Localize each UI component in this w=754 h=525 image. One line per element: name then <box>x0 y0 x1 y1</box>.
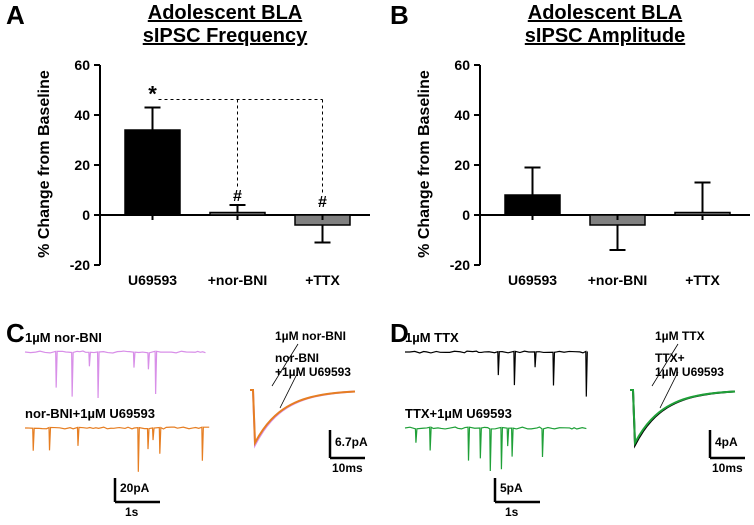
chart-amplitude: -20 0 20 40 60 U69593 +nor-BNI +TTX <box>435 55 754 305</box>
svg-text:5pA: 5pA <box>500 481 523 495</box>
svg-text:1µM TTX: 1µM TTX <box>655 329 705 343</box>
ylabel-a: % Change from Baseline <box>36 64 54 264</box>
svg-text:+TTX: +TTX <box>305 272 340 288</box>
panel-b-title: Adolescent BLA sIPSC Amplitude <box>490 2 720 48</box>
svg-text:6.7pA: 6.7pA <box>335 435 368 449</box>
svg-text:*: * <box>148 82 157 107</box>
svg-text:#: # <box>318 194 327 211</box>
traces-c: 1µM nor-BNI nor-BNI+1µM U69593 20pA 1s 1µM n… <box>20 320 390 520</box>
svg-text:60: 60 <box>454 57 470 73</box>
svg-text:20: 20 <box>454 157 470 173</box>
ylabel-b: % Change from Baseline <box>416 64 434 264</box>
svg-text:1µM TTX: 1µM TTX <box>405 330 459 345</box>
svg-text:1s: 1s <box>505 505 519 519</box>
traces-d: 1µM TTX TTX+1µM U69593 5pA 1s 1µM TTX TTX+1µM… <box>400 320 754 520</box>
svg-text:-20: -20 <box>70 257 90 273</box>
svg-text:-20: -20 <box>450 257 470 273</box>
svg-text:20pA: 20pA <box>120 481 150 495</box>
svg-text:+1µM U69593: +1µM U69593 <box>275 365 351 379</box>
svg-text:TTX+1µM U69593: TTX+1µM U69593 <box>405 406 512 421</box>
svg-text:+nor-BNI: +nor-BNI <box>588 272 648 288</box>
svg-text:U69593: U69593 <box>508 272 557 288</box>
svg-text:TTX+: TTX+ <box>655 351 685 365</box>
svg-text:1s: 1s <box>125 505 139 519</box>
svg-text:40: 40 <box>454 107 470 123</box>
svg-text:#: # <box>233 188 242 205</box>
svg-text:40: 40 <box>74 107 90 123</box>
svg-text:0: 0 <box>82 207 90 223</box>
svg-text:+nor-BNI: +nor-BNI <box>208 272 268 288</box>
svg-text:+TTX: +TTX <box>685 272 720 288</box>
svg-text:1µM nor-BNI: 1µM nor-BNI <box>25 330 102 345</box>
svg-text:10ms: 10ms <box>332 461 363 475</box>
svg-text:0: 0 <box>462 207 470 223</box>
panel-a-label: A <box>6 0 25 31</box>
svg-text:U69593: U69593 <box>128 272 177 288</box>
chart-frequency: -20 0 20 40 60 U69593 +nor-BNI +TTX * # # <box>55 55 385 305</box>
svg-text:nor-BNI+1µM U69593: nor-BNI+1µM U69593 <box>25 406 155 421</box>
panel-b-label: B <box>390 0 409 31</box>
panel-a-title: Adolescent BLA sIPSC Frequency <box>110 2 340 48</box>
svg-text:60: 60 <box>74 57 90 73</box>
svg-text:20: 20 <box>74 157 90 173</box>
svg-text:1µM U69593: 1µM U69593 <box>655 365 724 379</box>
svg-text:10ms: 10ms <box>712 461 743 475</box>
svg-text:4pA: 4pA <box>715 435 738 449</box>
svg-text:1µM nor-BNI: 1µM nor-BNI <box>275 329 346 343</box>
svg-text:nor-BNI: nor-BNI <box>275 351 319 365</box>
